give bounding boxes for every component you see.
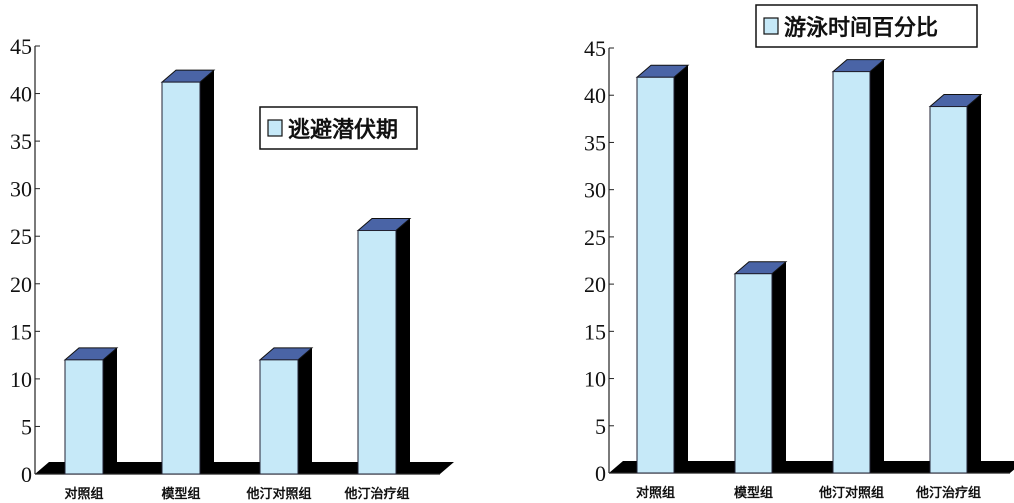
y-tick-label: 35 xyxy=(10,129,32,154)
category-label: 他汀治疗组 xyxy=(915,485,981,501)
legend: 逃避潜伏期 xyxy=(259,106,418,150)
category-label: 他汀对照组 xyxy=(245,486,311,502)
y-tick-label: 40 xyxy=(584,83,606,108)
bar-front xyxy=(929,106,968,474)
category-label: 对照组 xyxy=(636,485,675,501)
category-label: 他汀对照组 xyxy=(818,485,884,501)
y-tick-label: 0 xyxy=(595,461,606,486)
category-label: 他汀治疗组 xyxy=(343,486,409,502)
bar-front xyxy=(832,71,871,474)
bar-side xyxy=(674,65,688,474)
bar-side xyxy=(870,59,884,473)
legend-box xyxy=(755,4,978,48)
bar xyxy=(63,347,119,475)
bar xyxy=(258,347,314,475)
bar xyxy=(635,64,690,474)
category-label: 模型组 xyxy=(161,486,200,502)
legend-label: 游泳时间百分比 xyxy=(784,15,938,41)
y-tick-label: 20 xyxy=(584,272,606,297)
bar xyxy=(928,94,983,474)
legend-swatch xyxy=(763,17,779,35)
floor xyxy=(609,461,1014,473)
floor xyxy=(35,462,454,474)
y-tick-label: 0 xyxy=(21,462,32,487)
bar-front xyxy=(161,81,201,475)
bar-side xyxy=(967,94,981,474)
y-tick-label: 25 xyxy=(10,224,32,249)
bar xyxy=(356,218,412,475)
legend-box xyxy=(259,106,418,150)
y-tick-label: 5 xyxy=(595,414,606,439)
bar-side xyxy=(200,70,214,475)
y-tick-label: 40 xyxy=(10,82,32,107)
y-tick-label: 30 xyxy=(584,178,606,203)
bar xyxy=(733,261,788,474)
legend-swatch xyxy=(267,119,283,137)
bar-front xyxy=(357,230,397,475)
chart-1: 0 5 10 15 20 25 30 35 40 45 对照组 模型组 他汀对照组 他汀治疗组 逃避潜伏期 xyxy=(10,34,454,502)
y-tick-label: 45 xyxy=(10,34,32,59)
bar xyxy=(831,59,886,474)
y-tick-label: 10 xyxy=(10,367,32,392)
bar-front xyxy=(259,359,299,475)
bar-front xyxy=(64,359,104,475)
bar-front xyxy=(636,76,675,474)
bar-side xyxy=(298,347,312,474)
y-tick-label: 15 xyxy=(10,319,32,344)
chart-2: 0 5 10 15 20 25 30 35 40 45 对照组 模型组 他汀对照组 他汀治疗组 游泳时间百分… xyxy=(584,4,1014,501)
y-tick-label: 15 xyxy=(584,319,606,344)
y-tick-label: 5 xyxy=(21,414,32,439)
bar-side xyxy=(396,218,410,474)
legend: 游泳时间百分比 xyxy=(755,4,978,48)
y-tick-label: 10 xyxy=(584,367,606,392)
y-tick-label: 45 xyxy=(584,36,606,61)
bar-side xyxy=(103,347,117,474)
y-tick-label: 35 xyxy=(584,130,606,155)
bar-side xyxy=(772,261,786,473)
bar-front xyxy=(734,273,773,474)
y-tick-label: 25 xyxy=(584,225,606,250)
bar xyxy=(160,69,216,475)
y-tick-label: 20 xyxy=(10,272,32,297)
legend-label: 逃避潜伏期 xyxy=(288,117,398,143)
y-tick-label: 30 xyxy=(10,177,32,202)
category-label: 对照组 xyxy=(64,486,103,502)
category-label: 模型组 xyxy=(734,485,773,501)
